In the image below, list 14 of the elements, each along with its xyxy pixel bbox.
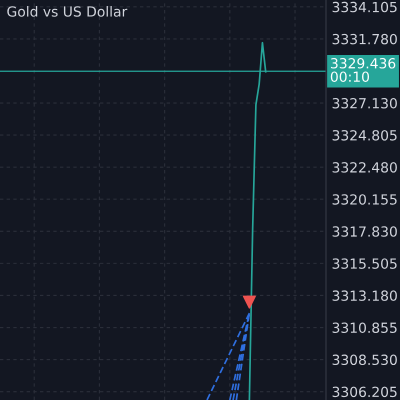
y-tick-label: 3320.155 [332, 194, 397, 205]
y-tick-label: 3306.205 [332, 386, 397, 398]
y-tick-label: 3331.780 [332, 34, 397, 44]
y-tick-label: 3308.530 [332, 354, 397, 366]
y-tick-label: 3327.130 [332, 98, 397, 109]
y-tick-label: 3317.830 [332, 226, 397, 237]
y-tick-label: 3315.505 [332, 258, 397, 269]
ref-line-label: 3329.436 00:10 [330, 58, 396, 82]
chart-title: Gold vs US Dollar [7, 6, 128, 17]
y-tick-label: 3310.855 [332, 322, 397, 333]
y-tick-label: 3322.480 [332, 162, 397, 173]
y-tick-label: 3313.180 [332, 290, 397, 301]
y-tick-label: 3324.805 [332, 130, 397, 141]
y-tick-label: 3334.105 [332, 2, 397, 12]
